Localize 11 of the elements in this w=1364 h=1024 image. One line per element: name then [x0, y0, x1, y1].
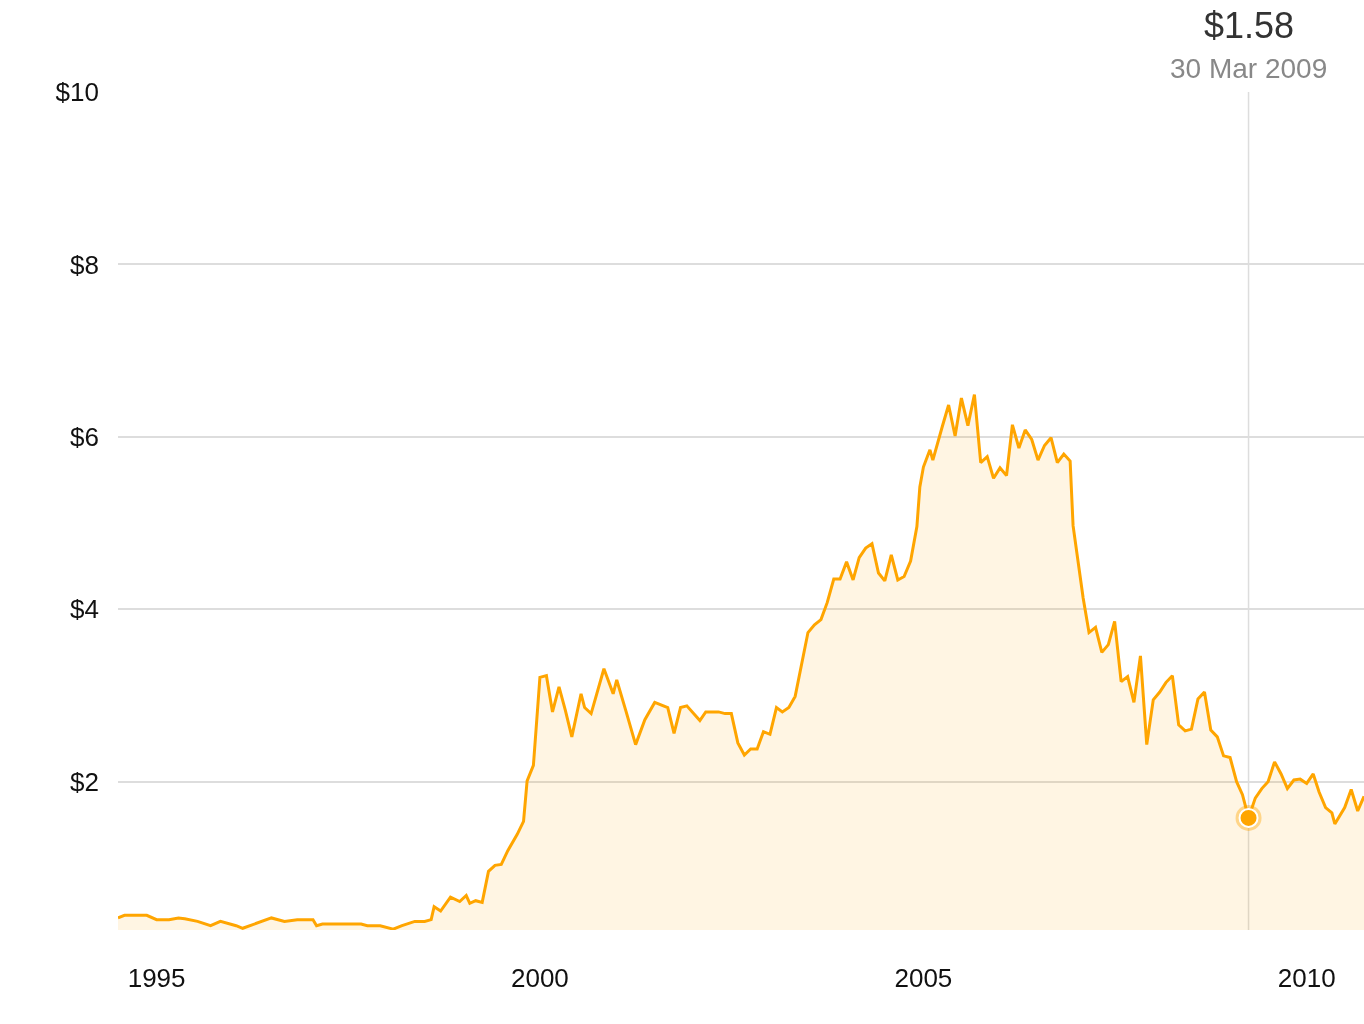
x-tick-label: 2010 — [1277, 963, 1336, 993]
y-tick-label: $4 — [70, 594, 99, 625]
y-tick-label: $10 — [55, 77, 99, 108]
y-tick-label: $8 — [70, 249, 99, 280]
text: $1.58 — [1204, 5, 1295, 46]
y-tick-label: $6 — [70, 421, 99, 452]
x-tick-label: 2005 — [894, 963, 953, 993]
y-tick-label: $2 — [70, 766, 99, 797]
ref-line-label: 30 Mar 2009 — [1170, 53, 1328, 84]
x-tick-label: 1995 — [127, 963, 186, 993]
x-tick-label: 2000 — [510, 963, 569, 993]
